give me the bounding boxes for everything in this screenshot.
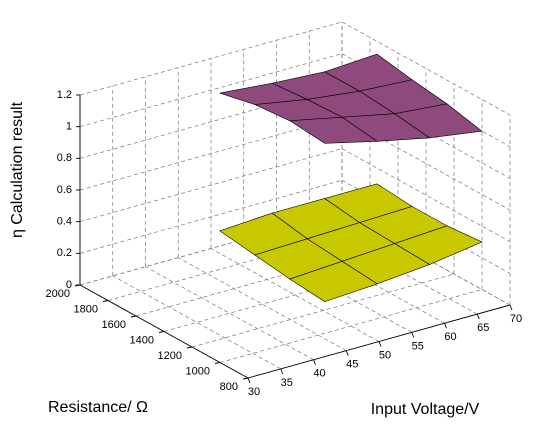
- z-tick-label: 0.4: [57, 216, 72, 228]
- x-tick-label: 60: [444, 331, 456, 343]
- x-tick: [345, 350, 349, 356]
- grid-line: [79, 148, 343, 223]
- y-tick-label: 800: [220, 381, 238, 393]
- grid-line: [79, 179, 343, 254]
- x-tick-label: 50: [379, 349, 391, 361]
- y-tick-label: 1800: [74, 303, 98, 315]
- z-axis-title: η Calculation result: [9, 101, 26, 238]
- y-tick: [158, 331, 165, 333]
- y-tick: [242, 377, 249, 380]
- x-tick-label: 70: [510, 313, 522, 325]
- x-tick-label: 30: [248, 386, 260, 398]
- x-tick-label: 55: [412, 340, 424, 352]
- x-axis-title: Input Voltage/V: [371, 401, 480, 418]
- surface-cell: [288, 116, 379, 144]
- x-tick-label: 40: [313, 368, 325, 380]
- z-tick-label: 0.8: [57, 152, 72, 164]
- surface-cell: [289, 260, 378, 302]
- x-tick: [509, 304, 513, 311]
- x-tick: [476, 313, 480, 320]
- z-tick-label: 0.6: [57, 184, 72, 196]
- z-tick-label: 0.2: [57, 247, 72, 259]
- x-tick-label: 65: [477, 322, 489, 334]
- y-tick-label: 1000: [186, 365, 210, 377]
- grid-line: [79, 53, 343, 128]
- y-tick-label: 2000: [46, 288, 70, 300]
- grid-line: [145, 266, 314, 361]
- grid-line: [219, 289, 483, 363]
- x-tick: [444, 323, 447, 329]
- x-tick-label: 35: [281, 377, 293, 389]
- grid-line: [191, 273, 455, 348]
- x-tick: [247, 377, 251, 384]
- grid-line: [79, 116, 343, 191]
- x-tick: [313, 359, 316, 365]
- y-tick: [214, 362, 221, 364]
- grid-line: [112, 275, 281, 370]
- x-tick: [378, 341, 382, 347]
- y-tick: [130, 315, 137, 318]
- x-tick: [280, 368, 284, 375]
- y-tick: [102, 300, 109, 302]
- x-tick-label: 45: [346, 359, 358, 371]
- z-tick-label: 1: [66, 121, 72, 133]
- z-tick-label: 1.2: [57, 89, 72, 101]
- y-tick: [186, 346, 193, 349]
- grid-line: [79, 21, 343, 96]
- z-tick-label: 0: [66, 279, 72, 291]
- y-tick-label: 1400: [130, 334, 154, 346]
- y-axis-title: Resistance/ Ω: [48, 399, 148, 416]
- y-tick-label: 1600: [102, 319, 126, 331]
- x-tick: [411, 332, 415, 338]
- y-tick-label: 1200: [158, 350, 182, 362]
